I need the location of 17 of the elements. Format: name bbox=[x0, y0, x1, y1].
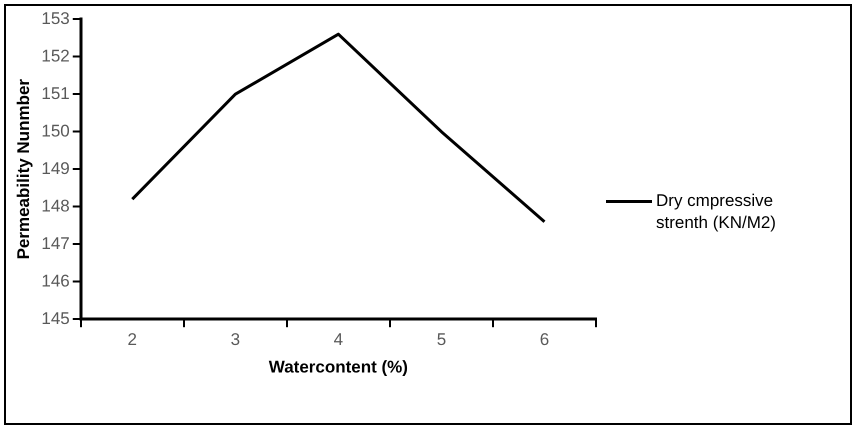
y-tick-label: 147 bbox=[41, 234, 70, 253]
y-tick-label: 149 bbox=[41, 158, 70, 178]
y-tick-label: 153 bbox=[41, 8, 70, 28]
y-tick-label: 146 bbox=[41, 271, 70, 290]
x-tick-label: 2 bbox=[128, 330, 138, 350]
y-tick-label: 152 bbox=[41, 46, 70, 66]
y-tick-label: 145 bbox=[41, 308, 70, 328]
x-tick-label: 4 bbox=[334, 330, 344, 350]
y-axis-title: Permeability Nunmber bbox=[14, 78, 33, 260]
x-tick-label: 5 bbox=[436, 330, 446, 350]
y-tick-label: 151 bbox=[41, 84, 70, 103]
x-axis-title: Watercontent (%) bbox=[268, 357, 408, 376]
x-tick-label: 6 bbox=[540, 330, 550, 350]
y-tick-label: 148 bbox=[41, 196, 70, 216]
legend-label: Dry cmpressive strenth (KN/M2) bbox=[656, 190, 777, 234]
x-tick-label: 3 bbox=[230, 330, 240, 350]
y-tick-label: 150 bbox=[41, 121, 70, 140]
